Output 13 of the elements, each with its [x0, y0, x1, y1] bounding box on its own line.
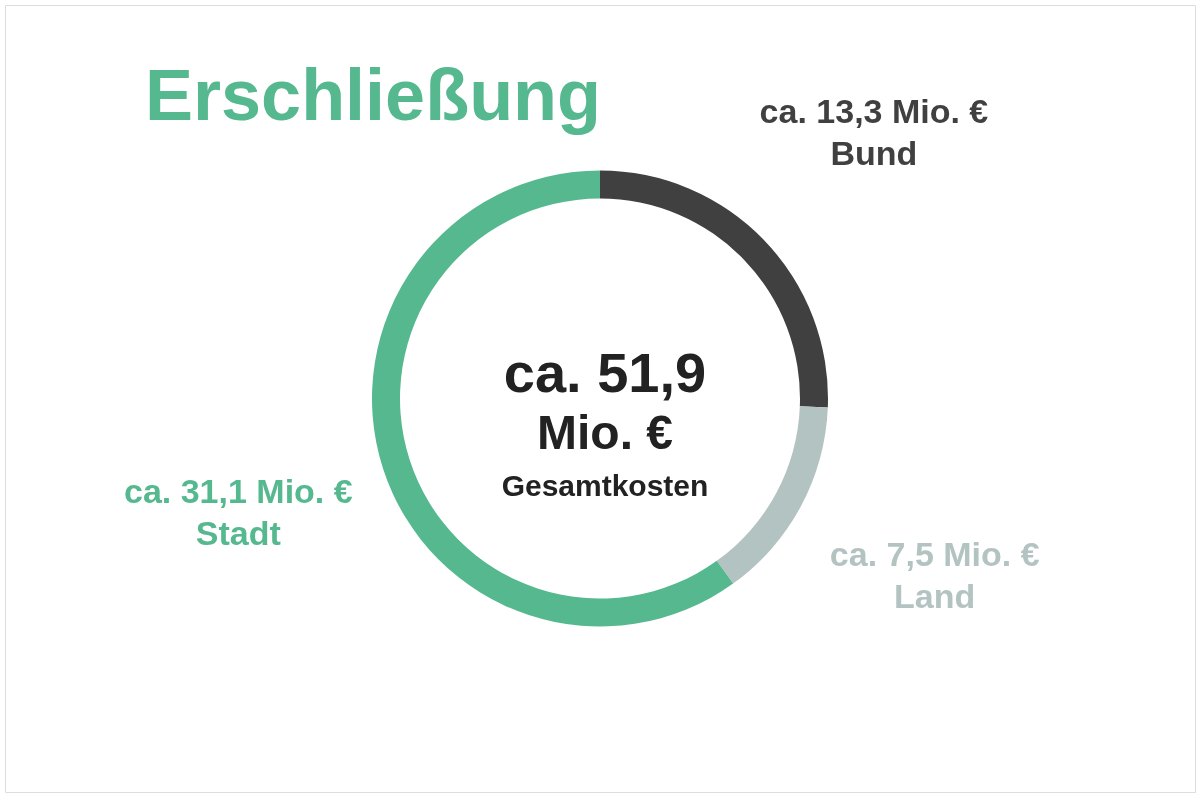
slice-label: Land [894, 577, 976, 616]
text: Gesamtkosten [501, 469, 709, 502]
slice-label: Stadt [195, 514, 281, 553]
text: Mio. € [536, 406, 674, 459]
donut-slice [716, 406, 828, 584]
data-label: ca. 31,1 Mio. € [123, 472, 353, 511]
slice-label: Bund [830, 134, 918, 173]
chart-title: Erschließung [145, 55, 602, 135]
data-label: ca. 7,5 Mio. € [829, 535, 1040, 574]
data-label: ca. 13,3 Mio. € [759, 92, 989, 131]
donut-slice [600, 170, 828, 408]
text: ca. 51,9 [503, 341, 707, 404]
donut-slice [372, 170, 734, 627]
